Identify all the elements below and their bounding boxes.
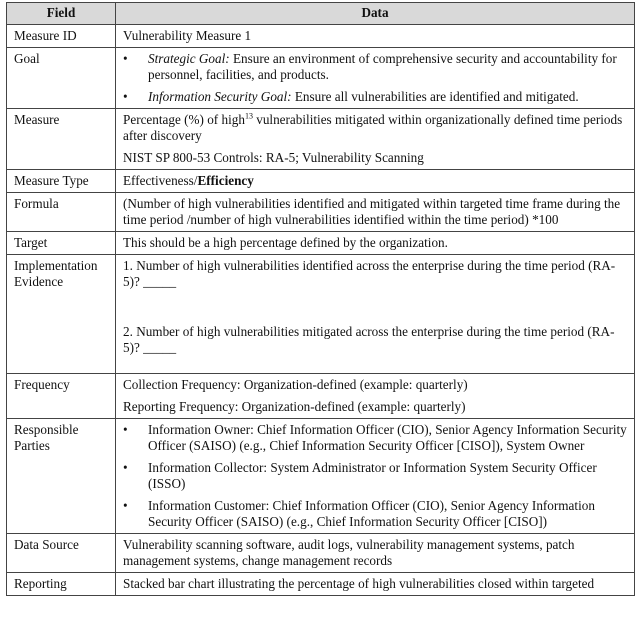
- field-cell: Reporting: [6, 572, 116, 596]
- field-cell: Goal: [6, 47, 116, 109]
- list-item: Information Owner: Chief Information Off…: [123, 422, 628, 454]
- table-row: Measure Percentage (%) of high13 vulnera…: [6, 108, 635, 170]
- table-row: Formula (Number of high vulnerabilities …: [6, 192, 635, 232]
- data-cell: Information Owner: Chief Information Off…: [115, 418, 635, 534]
- field-cell: Frequency: [6, 373, 116, 419]
- table-row: Responsible Parties Information Owner: C…: [6, 418, 635, 534]
- table-row: Reporting Stacked bar chart illustrating…: [6, 572, 635, 596]
- field-cell: Measure Type: [6, 169, 116, 193]
- table-row: Data Source Vulnerability scanning softw…: [6, 533, 635, 573]
- data-cell: Percentage (%) of high13 vulnerabilities…: [115, 108, 635, 170]
- data-cell: Vulnerability scanning software, audit l…: [115, 533, 635, 573]
- field-cell: Data Source: [6, 533, 116, 573]
- field-cell: Formula: [6, 192, 116, 232]
- list-item: Strategic Goal: Ensure an environment of…: [123, 51, 628, 83]
- header-data: Data: [115, 2, 635, 25]
- table-row: Measure ID Vulnerability Measure 1: [6, 24, 635, 48]
- data-cell: Effectiveness/Efficiency: [115, 169, 635, 193]
- list-item: Information Security Goal: Ensure all vu…: [123, 89, 628, 105]
- footnote-ref[interactable]: 13: [244, 111, 253, 121]
- field-cell: Measure: [6, 108, 116, 170]
- data-cell: Stacked bar chart illustrating the perce…: [115, 572, 635, 596]
- data-cell: Strategic Goal: Ensure an environment of…: [115, 47, 635, 109]
- list-item: Information Customer: Chief Information …: [123, 498, 628, 530]
- table-row: Target This should be a high percentage …: [6, 231, 635, 255]
- field-cell: Responsible Parties: [6, 418, 116, 534]
- table-row: Measure Type Effectiveness/Efficiency: [6, 169, 635, 193]
- table-row: Goal Strategic Goal: Ensure an environme…: [6, 47, 635, 109]
- table-row: Implementation Evidence 1. Number of hig…: [6, 254, 635, 374]
- data-cell: Collection Frequency: Organization-defin…: [115, 373, 635, 419]
- data-cell: (Number of high vulnerabilities identifi…: [115, 192, 635, 232]
- field-cell: Target: [6, 231, 116, 255]
- table-row: Frequency Collection Frequency: Organiza…: [6, 373, 635, 419]
- data-cell: This should be a high percentage defined…: [115, 231, 635, 255]
- data-cell: 1. Number of high vulnerabilities identi…: [115, 254, 635, 374]
- header-field: Field: [6, 2, 116, 25]
- data-cell: Vulnerability Measure 1: [115, 24, 635, 48]
- measure-table: Field Data Measure ID Vulnerability Meas…: [6, 2, 635, 596]
- list-item: Information Collector: System Administra…: [123, 460, 628, 492]
- table-header-row: Field Data: [6, 2, 635, 25]
- field-cell: Measure ID: [6, 24, 116, 48]
- field-cell: Implementation Evidence: [6, 254, 116, 374]
